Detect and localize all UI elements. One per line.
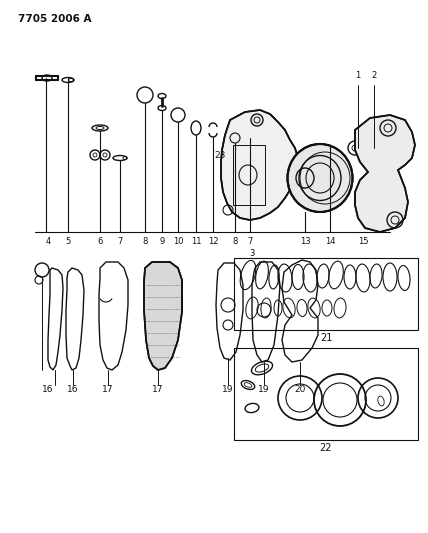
Text: 14: 14: [325, 238, 335, 246]
Text: 4: 4: [45, 238, 51, 246]
Text: 6: 6: [97, 238, 103, 246]
Text: 22: 22: [320, 443, 332, 453]
Text: 7: 7: [247, 238, 253, 246]
Text: 16: 16: [42, 385, 54, 394]
Text: 7: 7: [117, 238, 123, 246]
Text: 20: 20: [294, 385, 306, 394]
Bar: [234, 258, 418, 330]
Text: 21: 21: [320, 333, 332, 343]
Text: 7705 2006 A: 7705 2006 A: [18, 14, 92, 24]
Text: 1: 1: [355, 70, 361, 79]
Polygon shape: [221, 110, 298, 220]
Text: 5: 5: [65, 238, 71, 246]
Text: 8: 8: [143, 238, 148, 246]
Text: 8: 8: [232, 238, 238, 246]
Text: 16: 16: [67, 385, 79, 394]
Text: 10: 10: [173, 238, 183, 246]
Ellipse shape: [288, 144, 353, 212]
Polygon shape: [144, 262, 182, 370]
Polygon shape: [355, 115, 415, 232]
Text: 3: 3: [250, 249, 255, 259]
Text: 2: 2: [372, 70, 377, 79]
Text: 13: 13: [300, 238, 310, 246]
Text: 17: 17: [152, 385, 164, 394]
Text: 23: 23: [214, 150, 226, 159]
Text: 15: 15: [358, 238, 368, 246]
Text: 19: 19: [258, 385, 270, 394]
Text: 12: 12: [208, 238, 218, 246]
Text: 17: 17: [102, 385, 114, 394]
Text: 9: 9: [159, 238, 165, 246]
Text: 19: 19: [222, 385, 234, 394]
Text: 11: 11: [191, 238, 201, 246]
Bar: [234, 348, 418, 440]
